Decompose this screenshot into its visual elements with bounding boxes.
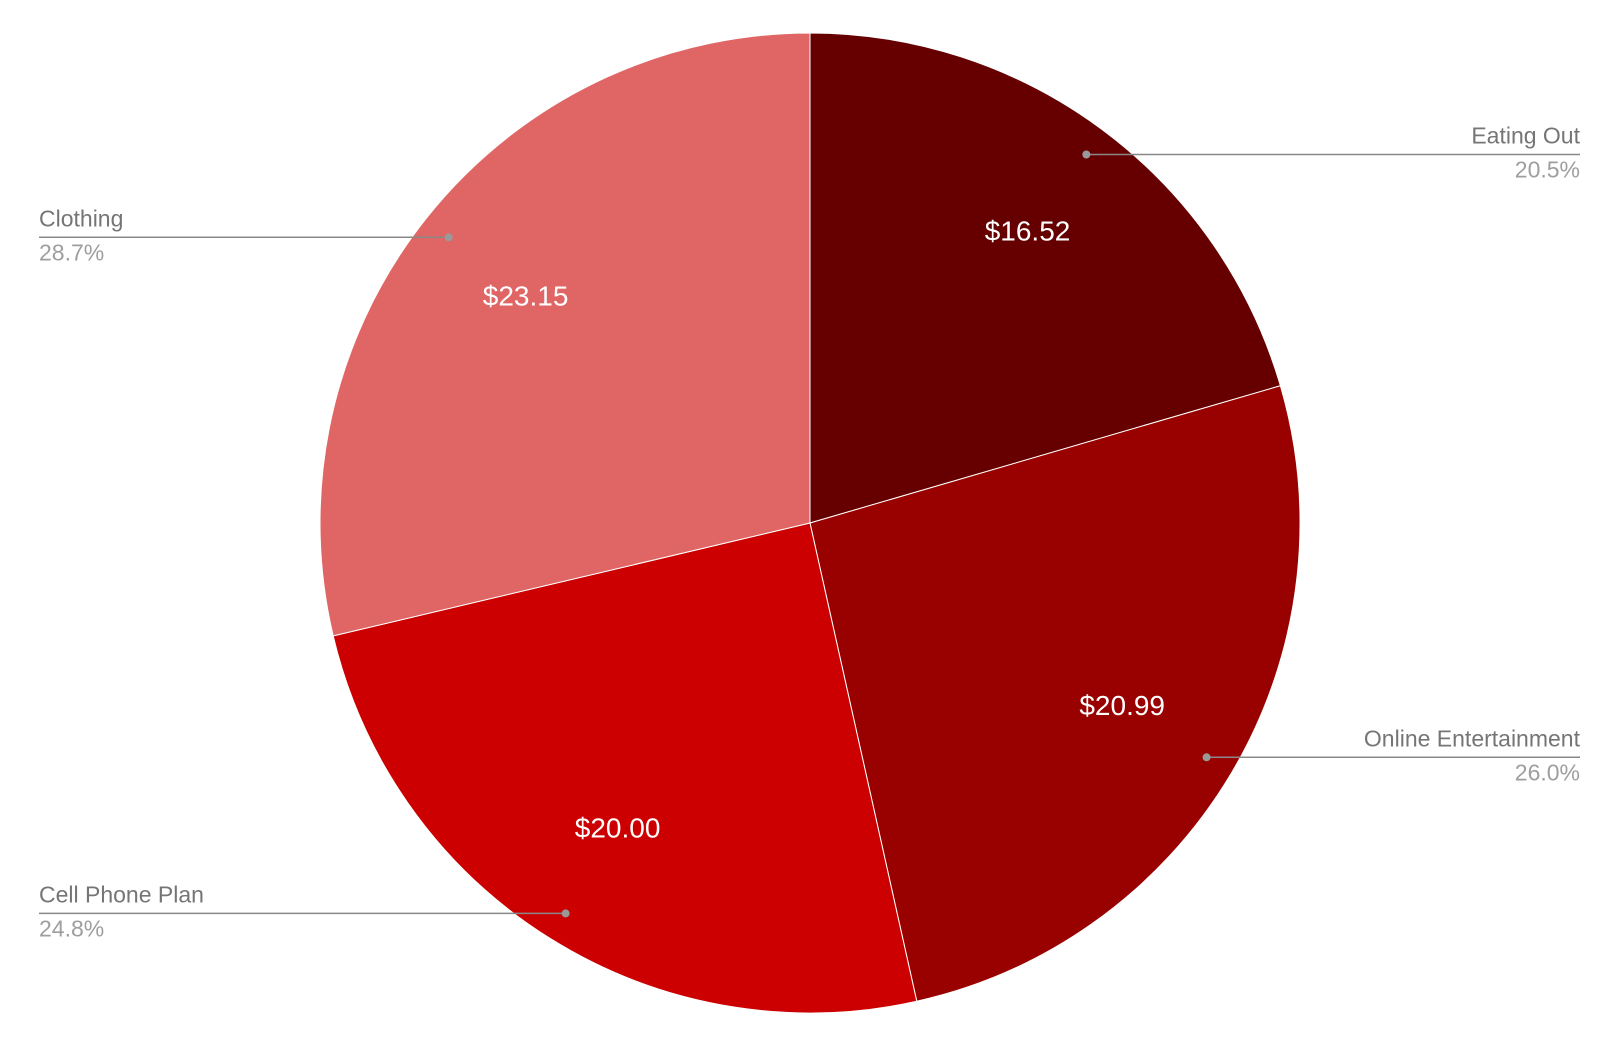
leader-dot (1082, 150, 1091, 159)
percent-label: 20.5% (1515, 157, 1580, 183)
value-label: $16.52 (985, 215, 1071, 246)
legend-label: Clothing (39, 205, 123, 231)
value-label: $20.00 (575, 813, 661, 844)
percent-label: 26.0% (1515, 759, 1580, 785)
value-label: $23.15 (483, 280, 569, 311)
pie-slice (809, 385, 1301, 1002)
legend-label: Online Entertainment (1364, 725, 1581, 751)
leader-dot (1202, 753, 1211, 762)
pie-slice (319, 32, 811, 637)
legend-label: Cell Phone Plan (39, 881, 204, 907)
leader-dot (561, 909, 570, 918)
percent-label: 24.8% (39, 915, 104, 941)
leader-dot (444, 233, 453, 242)
pie-slice (332, 522, 918, 1014)
legend-label: Eating Out (1471, 123, 1580, 149)
pie-slice (809, 32, 1282, 524)
value-label: $20.99 (1079, 690, 1165, 721)
percent-label: 28.7% (39, 239, 104, 265)
